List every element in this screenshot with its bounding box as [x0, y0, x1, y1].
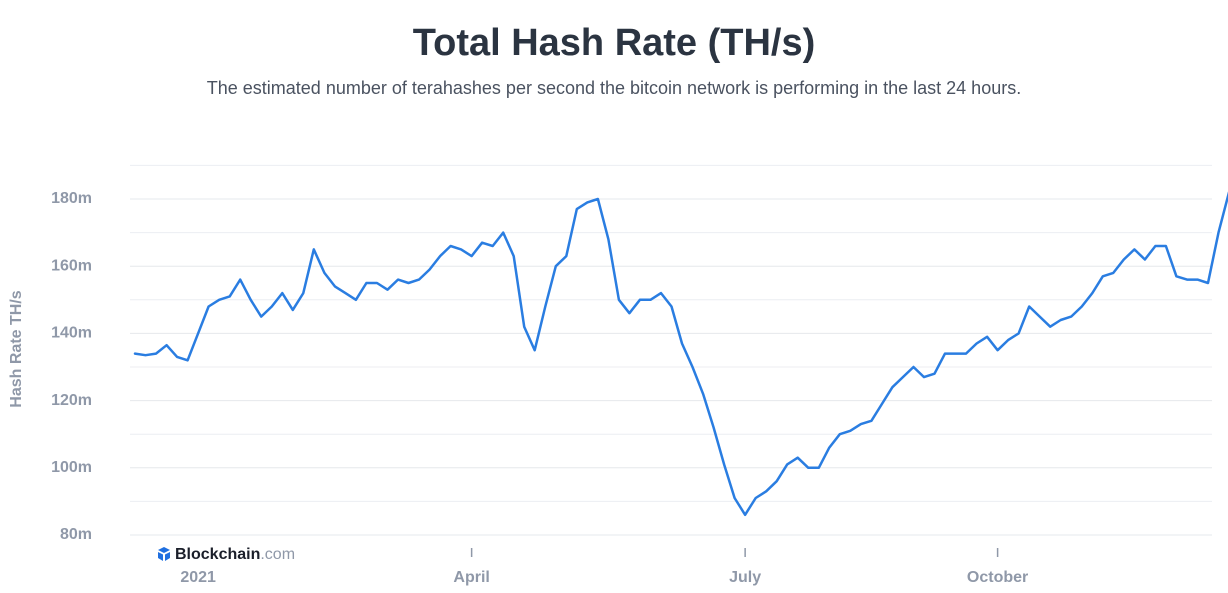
y-tick-label: 120m	[51, 392, 92, 409]
y-axis-label: Hash Rate TH/s	[8, 290, 25, 407]
watermark-text: Blockchain.com	[175, 546, 295, 563]
logo-icon	[158, 547, 170, 561]
y-tick-label: 180m	[51, 190, 92, 207]
x-tick-label: April	[453, 569, 489, 586]
x-tick-label: 2021	[180, 569, 216, 586]
chart-title: Total Hash Rate (TH/s)	[413, 22, 816, 64]
y-tick-label: 160m	[51, 257, 92, 274]
y-tick-label: 140m	[51, 325, 92, 342]
chart-subtitle: The estimated number of terahashes per s…	[207, 78, 1021, 98]
watermark: Blockchain.com	[158, 546, 295, 563]
watermark-suffix: .com	[260, 546, 295, 563]
y-tick-label: 100m	[51, 459, 92, 476]
x-tick-label: July	[729, 569, 761, 586]
y-tick-label: 80m	[60, 526, 92, 543]
watermark-name: Blockchain	[175, 546, 260, 563]
grid	[130, 164, 1212, 536]
line-series	[133, 191, 1228, 517]
x-tick-label: October	[967, 569, 1028, 586]
